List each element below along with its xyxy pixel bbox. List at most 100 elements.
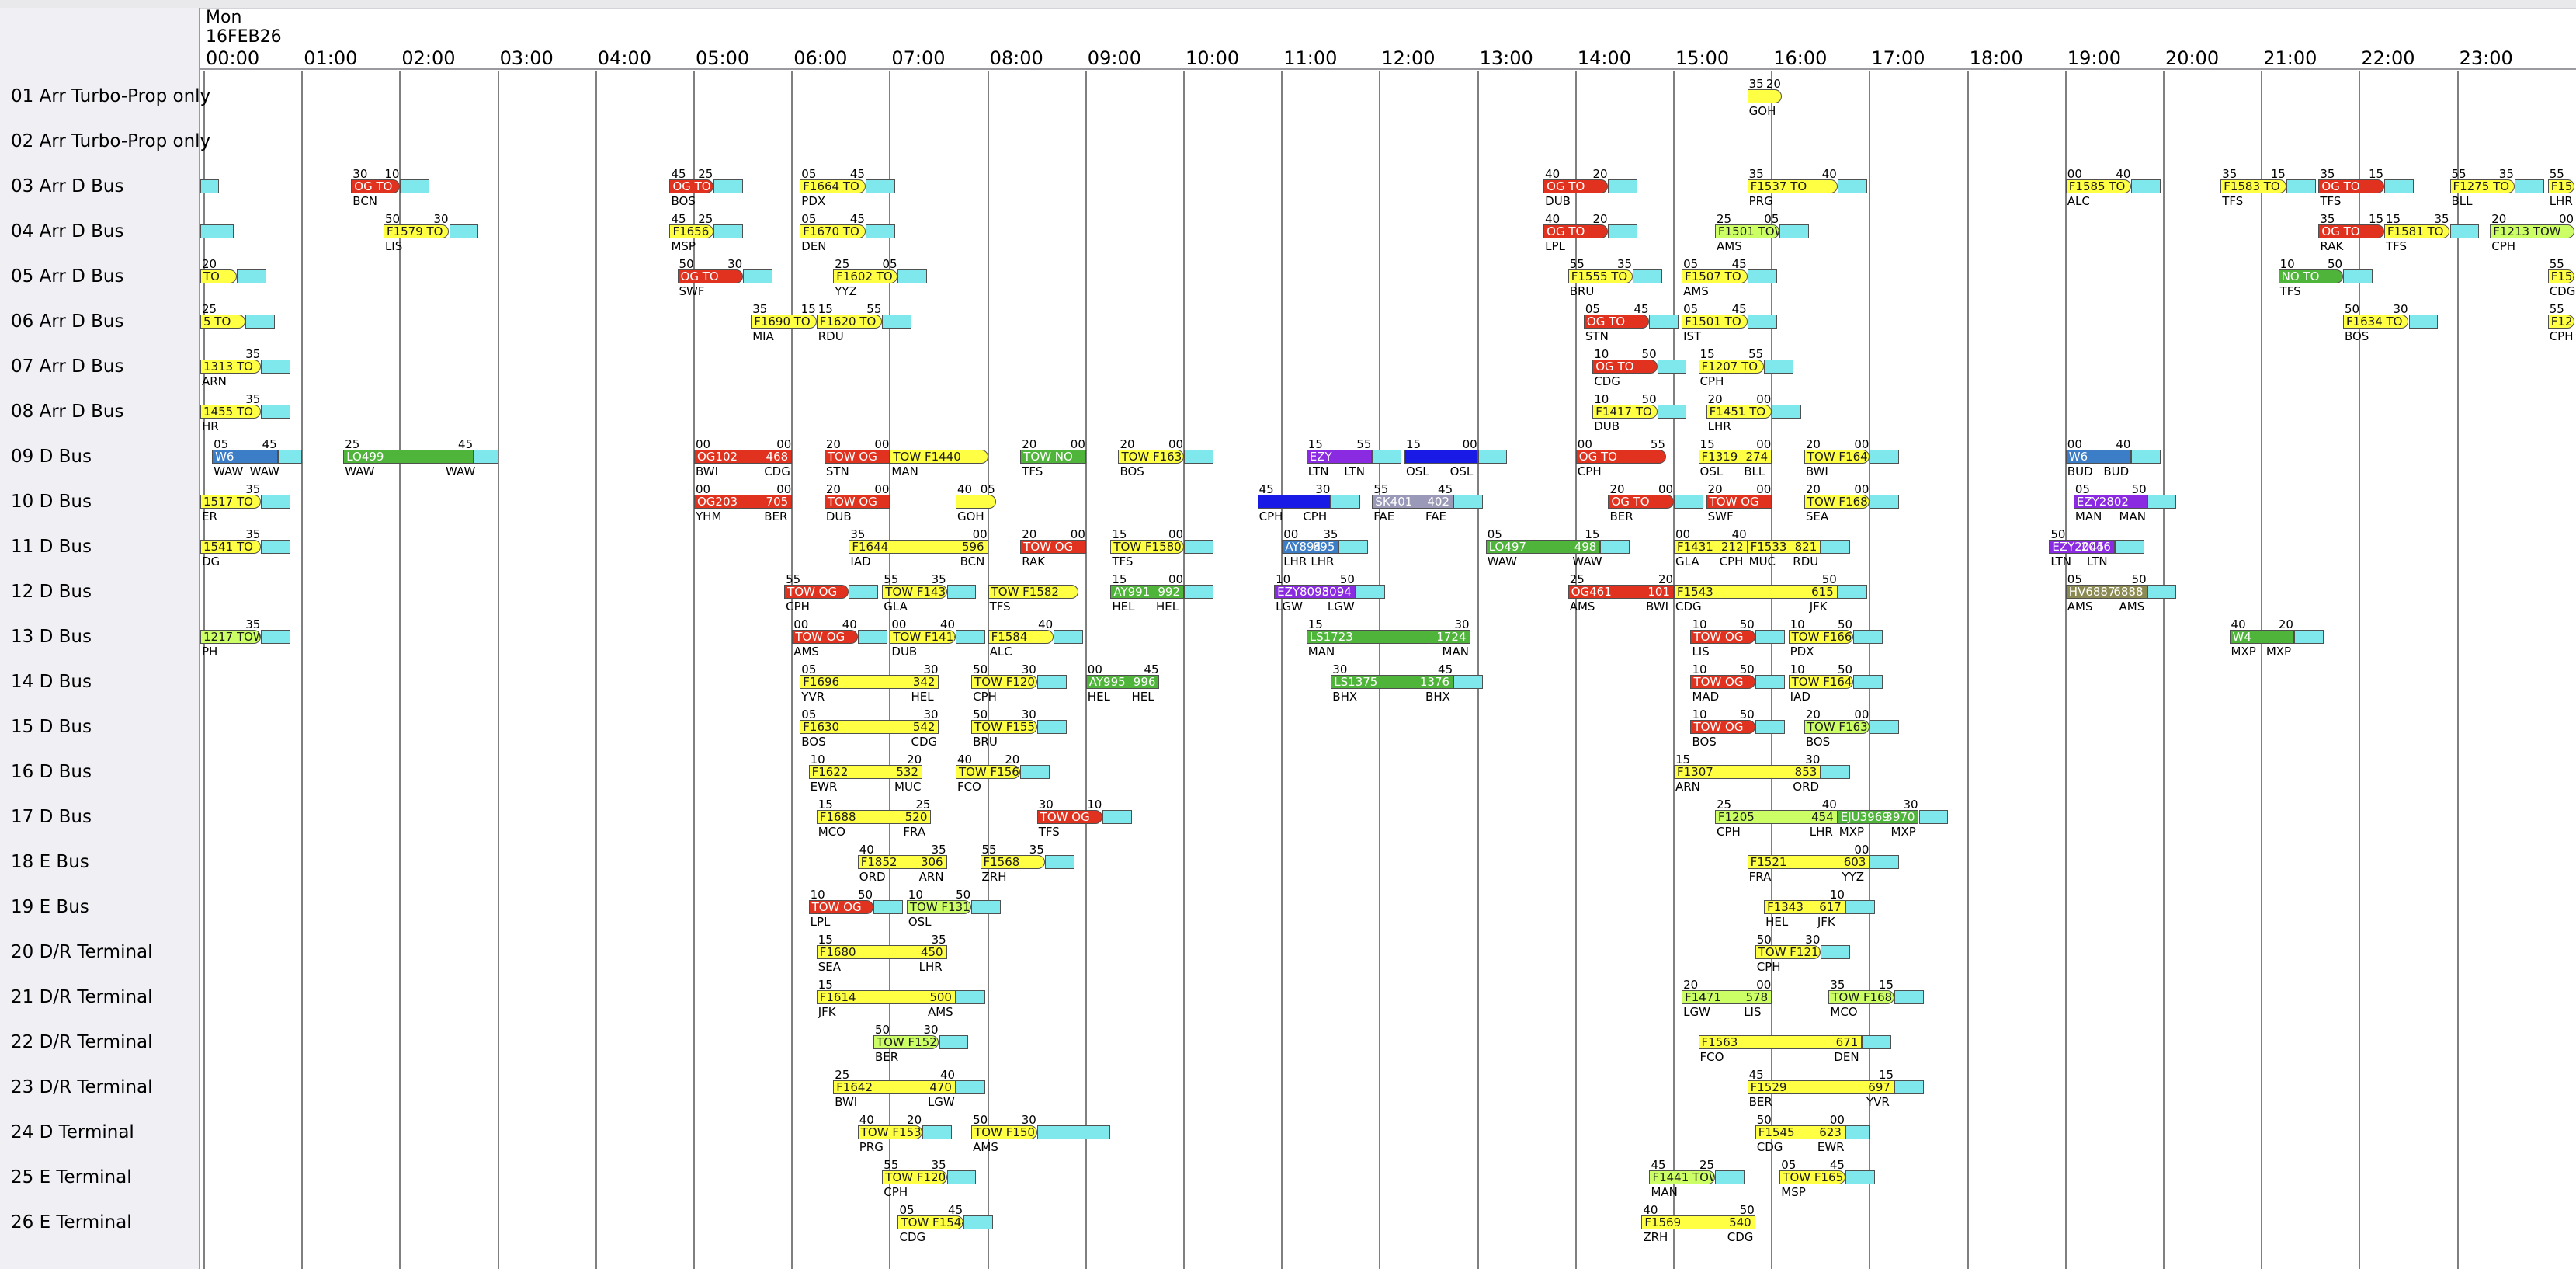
allocation-bar[interactable]: TO bbox=[200, 269, 237, 283]
allocation-bar[interactable]: F1614 500 bbox=[816, 990, 956, 1004]
allocation-bar[interactable]: OG461 101 bbox=[1567, 585, 1674, 599]
allocation-bar[interactable]: AY991 992 bbox=[1110, 585, 1184, 599]
allocation-bar[interactable]: 1455 TO bbox=[200, 405, 262, 419]
allocation-bar[interactable]: F1521 603 bbox=[1747, 855, 1870, 869]
allocation-bar[interactable]: TOW OG bbox=[792, 630, 858, 644]
allocation-bar[interactable]: F1529 697 bbox=[1747, 1080, 1894, 1094]
allocation-bar[interactable]: AY995 996 bbox=[1085, 675, 1160, 689]
allocation-bar[interactable]: F1451 TO bbox=[1706, 405, 1772, 419]
stand-label[interactable]: 24 D Terminal bbox=[11, 1122, 134, 1142]
allocation-bar[interactable]: TOW F1580 bbox=[1110, 540, 1184, 554]
allocation-bar[interactable]: F1549 bbox=[2547, 269, 2574, 283]
allocation-bar[interactable]: F1620 TO bbox=[816, 315, 883, 329]
allocation-bar[interactable]: TOW OG bbox=[808, 900, 873, 914]
allocation-bar[interactable] bbox=[1747, 89, 1782, 103]
allocation-bar[interactable]: OG TO bbox=[1608, 495, 1674, 509]
allocation-bar[interactable]: TOW OG bbox=[1706, 495, 1772, 509]
allocation-bar[interactable]: 1217 TOW bbox=[200, 630, 262, 644]
allocation-bar[interactable]: LO497 498 bbox=[1485, 540, 1601, 554]
allocation-bar[interactable]: TOW OG bbox=[824, 495, 890, 509]
allocation-bar[interactable]: TOW F1665 bbox=[1788, 630, 1853, 644]
allocation-bar[interactable]: F1656 TO bbox=[669, 224, 714, 238]
allocation-bar[interactable]: F1585 TO bbox=[2065, 179, 2132, 193]
allocation-bar[interactable]: F1602 TO bbox=[833, 269, 898, 283]
allocation-bar[interactable]: F1205 454 bbox=[1715, 810, 1838, 824]
allocation-bar[interactable] bbox=[200, 224, 234, 238]
allocation-bar[interactable] bbox=[1257, 495, 1331, 509]
allocation-bar[interactable]: OG TO bbox=[677, 269, 744, 283]
stand-label[interactable]: 12 D Bus bbox=[11, 582, 92, 602]
allocation-bar[interactable]: F1568 bbox=[980, 855, 1045, 869]
allocation-bar[interactable]: TOW F1416 bbox=[890, 630, 956, 644]
stand-label[interactable]: 08 Arr D Bus bbox=[11, 402, 124, 422]
allocation-bar[interactable] bbox=[200, 179, 219, 193]
allocation-bar[interactable]: EZY8093 8094 bbox=[1274, 585, 1356, 599]
stand-label[interactable]: 06 Arr D Bus bbox=[11, 311, 124, 332]
allocation-bar[interactable]: OG203 705 bbox=[694, 495, 793, 509]
allocation-bar[interactable]: OG TO bbox=[1543, 224, 1609, 238]
stand-label[interactable]: 17 D Bus bbox=[11, 807, 92, 827]
allocation-bar[interactable]: TOW F1657 bbox=[1779, 1170, 1845, 1184]
allocation-bar[interactable]: OG TO bbox=[351, 179, 401, 193]
stand-label[interactable]: 07 Arr D Bus bbox=[11, 356, 124, 377]
allocation-bar[interactable]: 1541 TO bbox=[200, 540, 262, 554]
allocation-bar[interactable]: F1670 TO bbox=[800, 224, 866, 238]
stand-label[interactable]: 20 D/R Terminal bbox=[11, 942, 153, 962]
stand-label[interactable]: 05 Arr D Bus bbox=[11, 266, 124, 287]
allocation-bar[interactable]: EZY bbox=[1306, 450, 1373, 464]
allocation-bar[interactable]: F1579 TO bbox=[383, 224, 450, 238]
allocation-bar[interactable]: F1537 TO bbox=[1747, 179, 1838, 193]
allocation-bar[interactable]: TOW OG bbox=[824, 450, 890, 464]
allocation-bar[interactable]: OG TO bbox=[1575, 450, 1666, 464]
stand-label[interactable]: 13 D Bus bbox=[11, 627, 92, 647]
stand-label[interactable]: 02 Arr Turbo-Prop only bbox=[11, 131, 211, 151]
allocation-bar[interactable]: AY894 895 bbox=[1282, 540, 1339, 554]
allocation-bar[interactable]: F1664 TO bbox=[800, 179, 866, 193]
allocation-bar[interactable]: OG TO bbox=[1583, 315, 1650, 329]
allocation-bar[interactable]: TOW OG bbox=[1690, 720, 1755, 734]
stand-label[interactable]: 19 E Bus bbox=[11, 897, 89, 917]
stand-label[interactable]: 21 D/R Terminal bbox=[11, 987, 153, 1007]
stand-label[interactable]: 03 Arr D Bus bbox=[11, 176, 124, 196]
allocation-bar[interactable]: F1319 274 bbox=[1698, 450, 1772, 464]
allocation-bar[interactable]: F1431 212 bbox=[1674, 540, 1748, 554]
allocation-bar[interactable]: TOW F1204 bbox=[882, 1170, 947, 1184]
allocation-bar[interactable]: TOW F1318 bbox=[906, 900, 972, 914]
allocation-bar[interactable] bbox=[1404, 450, 1478, 464]
allocation-bar[interactable] bbox=[955, 495, 996, 509]
stand-label[interactable]: 23 D/R Terminal bbox=[11, 1077, 153, 1097]
allocation-bar[interactable]: TOW F1506 bbox=[971, 1125, 1037, 1139]
allocation-bar[interactable]: F1343 617 bbox=[1764, 900, 1845, 914]
allocation-bar[interactable]: TOW F1536 bbox=[857, 1125, 923, 1139]
allocation-bar[interactable]: TOW F1562 bbox=[955, 765, 1021, 779]
allocation-bar[interactable]: TOW F1528 bbox=[873, 1035, 939, 1049]
allocation-bar[interactable]: TOW F1689 bbox=[1828, 990, 1894, 1004]
allocation-bar[interactable]: OG TO bbox=[669, 179, 714, 193]
allocation-bar[interactable]: 1517 TO bbox=[200, 495, 262, 509]
allocation-bar[interactable]: W6 bbox=[212, 450, 278, 464]
allocation-bar[interactable]: LS1375 1376 bbox=[1331, 675, 1454, 689]
allocation-bar[interactable]: TOW OG bbox=[1690, 630, 1755, 644]
allocation-bar[interactable]: F1634 TO bbox=[2342, 315, 2409, 329]
stand-label[interactable]: 11 D Bus bbox=[11, 537, 92, 557]
allocation-bar[interactable]: F1688 520 bbox=[816, 810, 932, 824]
allocation-bar[interactable]: TOW OG bbox=[784, 585, 849, 599]
allocation-bar[interactable]: F1275 TO bbox=[2449, 179, 2515, 193]
allocation-bar[interactable]: F1583 TO bbox=[2220, 179, 2286, 193]
allocation-bar[interactable]: F1501 TO bbox=[1682, 315, 1748, 329]
allocation-bar[interactable]: F1622 532 bbox=[808, 765, 923, 779]
allocation-bar[interactable]: F1680 450 bbox=[816, 945, 947, 959]
allocation-bar[interactable]: TOW F1544 bbox=[897, 1215, 964, 1229]
allocation-bar[interactable]: F1642 470 bbox=[833, 1080, 956, 1094]
stand-label[interactable]: 09 D Bus bbox=[11, 447, 92, 467]
allocation-bar[interactable]: TOW F1635 bbox=[1118, 450, 1184, 464]
allocation-bar[interactable]: F1555 TO bbox=[1567, 269, 1633, 283]
allocation-bar[interactable]: F1217 bbox=[2547, 315, 2574, 329]
stand-label[interactable]: 15 D Bus bbox=[11, 717, 92, 737]
allocation-bar[interactable]: TOW OG bbox=[1690, 675, 1755, 689]
allocation-bar[interactable]: F1471 578 bbox=[1682, 990, 1772, 1004]
allocation-bar[interactable]: LS1723 1724 bbox=[1306, 630, 1470, 644]
allocation-bar[interactable]: F1581 TO bbox=[2383, 224, 2450, 238]
stand-label[interactable]: 01 Arr Turbo-Prop only bbox=[11, 86, 211, 106]
allocation-bar[interactable]: F1543 615 bbox=[1674, 585, 1838, 599]
